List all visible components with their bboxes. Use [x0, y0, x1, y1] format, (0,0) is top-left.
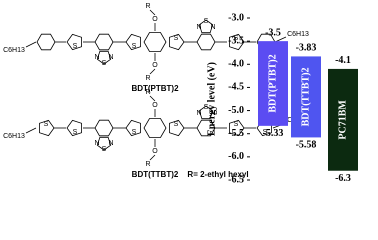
y-tick-label: -5.0 — [228, 105, 244, 116]
alkyl-label: C6H13 — [3, 133, 25, 140]
ring-5 — [198, 19, 214, 34]
ring-5 — [169, 119, 185, 137]
atom-label: O — [152, 16, 158, 23]
y-tick-label: -5.5 — [228, 128, 244, 139]
value-label: -5.58 — [296, 140, 317, 151]
bond — [149, 9, 156, 16]
atom-label: S — [204, 104, 209, 111]
atom-label: S — [174, 35, 179, 42]
ring-6 — [143, 32, 167, 52]
atom-label: S — [73, 43, 78, 50]
value-label: -6.3 — [335, 173, 351, 184]
atom-label: S — [132, 129, 137, 136]
y-tick-label: -3.0 — [228, 12, 244, 23]
ring-5 — [96, 50, 112, 65]
y-tick-label: -4.0 — [228, 59, 244, 70]
ring-5 — [66, 33, 82, 51]
atom-label: S — [204, 18, 209, 25]
structure-note: R= 2-ethyl hexyl — [187, 170, 248, 179]
atom-label: S — [263, 129, 268, 136]
atom-label: N — [196, 24, 201, 31]
value-label: -3.83 — [296, 43, 317, 54]
y-tick-label: -6.5 — [228, 174, 244, 185]
bond — [149, 68, 156, 75]
figure: Energy level (eV) C6H13C6H13SNSNSSORORNS… — [3, 3, 358, 185]
atom-label: S — [44, 121, 49, 128]
ring-5 — [169, 33, 185, 51]
bond — [149, 154, 156, 161]
ring-6 — [94, 119, 114, 137]
atom-label: S — [73, 129, 78, 136]
bar-label: BDT(PTBT)2 — [267, 54, 278, 112]
ring-5 — [198, 105, 214, 120]
atom-label: S — [102, 146, 107, 153]
atom-label: N — [108, 54, 113, 61]
structure-caption: BDT(PTBT)2 — [131, 84, 179, 93]
atom-label: R — [145, 89, 150, 96]
atom-label: R — [145, 3, 150, 10]
structures — [25, 9, 287, 161]
bar-label: PC71BM — [337, 100, 348, 140]
atom-label: N — [108, 140, 113, 147]
atom-label: S — [234, 121, 239, 128]
y-axis-label: Energy level (eV) — [206, 62, 217, 136]
atom-label: R — [145, 75, 150, 82]
bar-label: BDT(TTBT)2 — [300, 67, 311, 126]
ring-6 — [36, 33, 56, 51]
y-tick-label: -3.5 — [228, 35, 244, 46]
atom-label: S — [174, 121, 179, 128]
alkyl-label: C6H13 — [287, 31, 309, 38]
atom-label: N — [210, 24, 215, 31]
bar — [291, 56, 321, 138]
ring-5 — [229, 33, 245, 51]
atom-label: N — [210, 110, 215, 117]
atom-label: S — [132, 43, 137, 50]
bond — [25, 41, 37, 48]
atom-label: N — [94, 54, 99, 61]
y-tick-label: -6.0 — [228, 151, 244, 162]
value-label: -3.5 — [265, 27, 281, 38]
ring-5 — [125, 119, 141, 137]
ring-5 — [96, 136, 112, 151]
value-label: -4.1 — [335, 55, 351, 66]
ring-5 — [125, 33, 141, 51]
ring-6 — [94, 33, 114, 51]
atom-label: S — [102, 60, 107, 67]
value-label: -5.33 — [263, 128, 284, 139]
alkyl-label: C6H13 — [3, 47, 25, 54]
ring-6 — [196, 119, 216, 137]
bond — [149, 95, 156, 102]
ring-6 — [196, 33, 216, 51]
ring-5 — [229, 119, 245, 137]
atom-label: S — [234, 35, 239, 42]
ring-6 — [143, 118, 167, 138]
bar — [328, 68, 358, 171]
bond — [25, 127, 37, 134]
ring-5 — [66, 119, 82, 137]
atom-label: O — [152, 148, 158, 155]
atom-label: O — [152, 62, 158, 69]
atom-label: N — [196, 110, 201, 117]
atom-label: O — [152, 102, 158, 109]
ring-5 — [39, 119, 55, 137]
y-tick-label: -4.5 — [228, 82, 244, 93]
structure-caption: BDT(TTBT)2 — [132, 170, 179, 179]
bar — [258, 41, 288, 126]
atom-label: N — [94, 140, 99, 147]
atom-label: R — [145, 161, 150, 168]
